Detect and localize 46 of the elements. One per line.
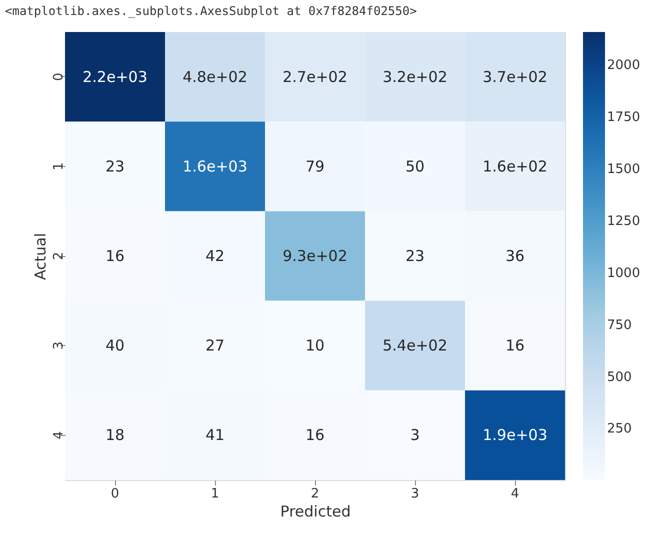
y-axis-title: Actual (32, 233, 50, 280)
data-label: 3.2e+02 (382, 68, 448, 86)
data-label: 5.4e+02 (382, 336, 448, 355)
color-bar-label: 500 (607, 370, 632, 385)
data-label: 36 (505, 247, 525, 265)
y-tick-label: 0 (52, 72, 66, 81)
x-tick-label: 0 (110, 486, 120, 502)
data-label: 3.7e+02 (482, 68, 548, 86)
data-label: 2.7e+02 (282, 68, 348, 86)
data-label: 16 (305, 426, 325, 444)
color-bar-label: 250 (607, 422, 632, 437)
data-label: 9.3e+02 (282, 247, 348, 265)
data-label: 23 (405, 247, 425, 265)
x-tick-label: 4 (510, 486, 520, 502)
text: <matplotlib.axes._subplots.AxesSubplot at 0x7f8284f02550> (5, 4, 417, 18)
data-label: 1.6e+02 (482, 157, 548, 176)
color-bar-label: 1250 (607, 214, 640, 230)
data-label: 2.2e+03 (82, 68, 148, 86)
data-label: 40 (105, 336, 125, 355)
x-axis-title: Predicted (280, 502, 351, 520)
data-label: 1.9e+03 (482, 426, 548, 444)
y-tick-label: 2 (52, 252, 66, 260)
data-label: 41 (205, 426, 225, 444)
x-tick-label: 3 (410, 486, 420, 502)
color-bar-label: 750 (607, 318, 632, 333)
color-bar-label: 1750 (607, 110, 640, 126)
data-label: 10 (305, 336, 325, 355)
color-bar-label: 2000 (607, 58, 640, 74)
data-label: 1.6e+03 (182, 157, 248, 176)
x-tick-label: 2 (310, 486, 320, 502)
y-tick-label: 4 (52, 431, 66, 440)
y-tick-label: 1 (52, 162, 66, 171)
data-label: 18 (105, 426, 125, 444)
x-tick-label: 1 (210, 486, 220, 502)
y-tick-label: 3 (52, 341, 66, 350)
data-label: 3 (410, 426, 420, 444)
data-label: 79 (305, 157, 325, 176)
data-label: 4.8e+02 (182, 68, 248, 86)
color-bar-label: 1000 (607, 266, 640, 281)
data-label: 23 (105, 157, 125, 176)
data-label: 50 (405, 157, 425, 176)
data-label: 16 (505, 336, 525, 355)
data-label: 42 (205, 247, 225, 265)
data-label: 27 (205, 336, 225, 355)
color-bar-label: 1500 (607, 162, 640, 178)
data-label: 16 (105, 247, 125, 265)
